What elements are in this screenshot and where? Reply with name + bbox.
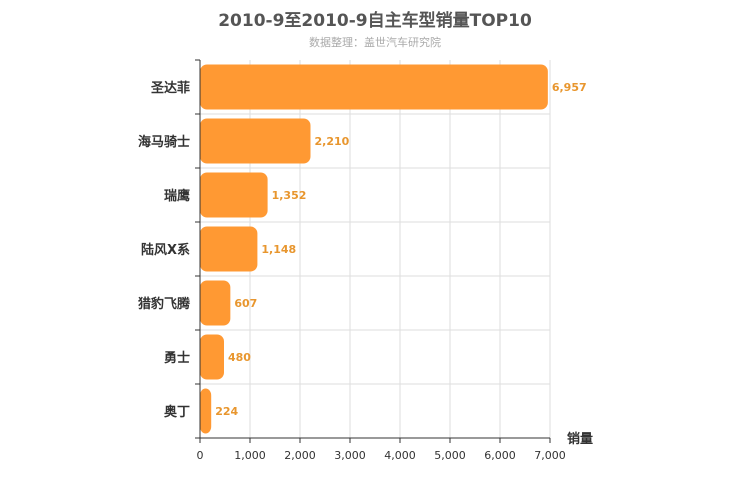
data-label: 607: [234, 297, 257, 310]
data-label: 1,148: [261, 243, 296, 256]
bar: [200, 226, 258, 272]
bar: [200, 64, 548, 110]
chart-title: 2010-9至2010-9自主车型销量TOP10: [218, 11, 532, 31]
x-tick-label: 5,000: [434, 449, 466, 462]
bar: [200, 118, 311, 164]
x-tick-label: 1,000: [234, 449, 266, 462]
category-label: 奥丁: [164, 404, 190, 420]
x-tick-label: 4,000: [384, 449, 416, 462]
bar-layer: [200, 64, 548, 434]
x-tick-label: 2,000: [284, 449, 316, 462]
category-label: 瑞鹰: [164, 188, 190, 204]
bar: [200, 334, 224, 380]
x-axis-title: 销量: [567, 431, 593, 447]
x-tick-label: 3,000: [334, 449, 366, 462]
data-label: 224: [215, 405, 238, 418]
category-label: 陆风X系: [141, 242, 190, 258]
data-label: 6,957: [552, 81, 587, 94]
bar: [200, 172, 268, 218]
category-label: 勇士: [164, 350, 190, 366]
label-layer: 6,957 圣达菲 2,210 海马骑士 1,352 瑞鹰 1,148 陆风X系 607 猎豹飞腾…: [138, 80, 593, 462]
data-label: 480: [228, 351, 251, 364]
x-tick-label: 6,000: [484, 449, 516, 462]
category-label: 猎豹飞腾: [138, 296, 191, 312]
x-tick-label: 7,000: [534, 449, 566, 462]
x-tick-label: 0: [197, 449, 204, 462]
category-label: 圣达菲: [151, 80, 190, 96]
bar: [200, 280, 231, 326]
data-label: 1,352: [272, 189, 307, 202]
bar: [200, 388, 212, 434]
data-label: 2,210: [315, 135, 350, 148]
category-label: 海马骑士: [138, 134, 190, 150]
chart-subtitle: 数据整理：盖世汽车研究院: [309, 36, 441, 49]
axis-layer: [195, 59, 551, 443]
